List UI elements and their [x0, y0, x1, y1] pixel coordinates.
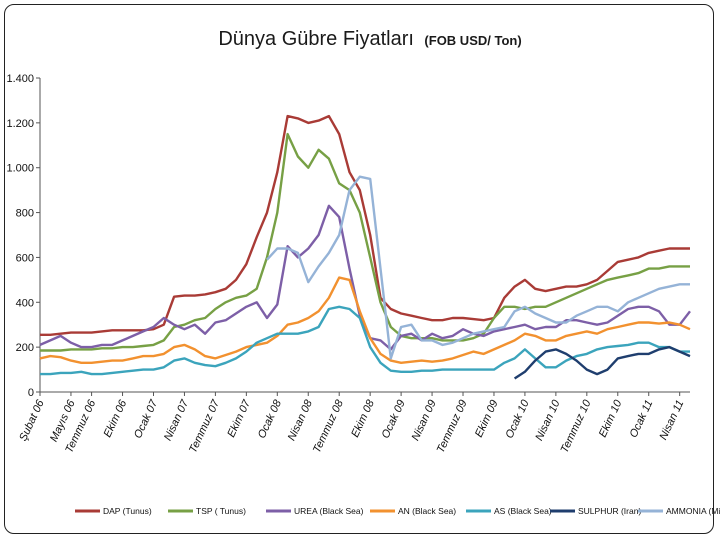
x-tick-label: Nisan 08 [286, 397, 316, 442]
legend-label: AS (Black Sea) [494, 506, 552, 516]
x-tick-label: Ocak 09 [380, 398, 408, 440]
y-tick-label: 400 [16, 297, 34, 309]
chart-title-subtitle: (FOB USD/ Ton) [424, 33, 521, 48]
series-line-dap-tunus [40, 114, 690, 336]
y-axis-ticks: 0 200 400 600 800 1.000 1.200 1.400 [6, 73, 40, 399]
x-tick-label: Temmuz 10 [559, 397, 594, 455]
series-line-as-black-sea [40, 305, 690, 376]
legend-label: UREA (Black Sea) [294, 506, 364, 516]
x-tick-label: Temmuz 07 [187, 397, 222, 455]
legend: DAP (Tunus) TSP ( Tunus) UREA (Black Sea) A… [75, 506, 720, 516]
series-lines [39, 114, 691, 380]
chart-title-main: Dünya Gübre Fiyatları [218, 28, 414, 50]
legend-label: DAP (Tunus) [103, 506, 152, 516]
legend-label: AMMONIA (Middle East) [666, 506, 720, 516]
x-tick-label: Ocak 11 [628, 398, 656, 439]
x-tick-label: Ocak 07 [132, 397, 161, 440]
series-line-an-black-sea [39, 276, 691, 364]
legend-label: SULPHUR (Iran) [578, 506, 641, 516]
y-tick-label: 1.000 [6, 163, 34, 175]
x-tick-label: Nisan 11 [658, 398, 687, 442]
x-tick-label: Ekim 06 [102, 397, 130, 439]
x-tick-label: Şubat 06 [17, 397, 47, 443]
x-tick-label: Ekim 09 [473, 398, 501, 439]
legend-label: AN (Black Sea) [398, 506, 456, 516]
x-tick-label: Nisan 07 [162, 397, 192, 442]
chart-title: Dünya Gübre Fiyatları (FOB USD/ Ton) [218, 28, 521, 50]
series-line-tsp-tunus [40, 132, 690, 352]
y-tick-label: 200 [16, 342, 34, 354]
x-tick-label: Nisan 10 [533, 397, 563, 442]
series-line-sulphur-iran [513, 345, 691, 380]
x-tick-label: Ekim 10 [597, 397, 625, 439]
x-tick-label: Ekim 07 [225, 397, 253, 439]
legend-label: TSP ( Tunus) [196, 506, 246, 516]
x-tick-label: Ocak 08 [256, 397, 285, 440]
y-tick-label: 1.400 [6, 73, 34, 85]
y-tick-label: 0 [28, 387, 34, 399]
x-tick-label: Ekim 08 [349, 397, 377, 439]
y-tick-label: 600 [16, 252, 34, 264]
y-tick-label: 1.200 [6, 118, 34, 130]
x-tick-label: Temmuz 09 [435, 398, 470, 455]
x-tick-label: Ocak 10 [503, 397, 532, 440]
y-tick-label: 800 [16, 208, 34, 220]
x-tick-label: Temmuz 08 [311, 397, 346, 455]
chart-axes [39, 78, 690, 393]
x-tick-label: Nisan 09 [410, 398, 439, 442]
series-line-ammonia-middle-east [266, 175, 690, 360]
chart-frame [4, 4, 714, 534]
